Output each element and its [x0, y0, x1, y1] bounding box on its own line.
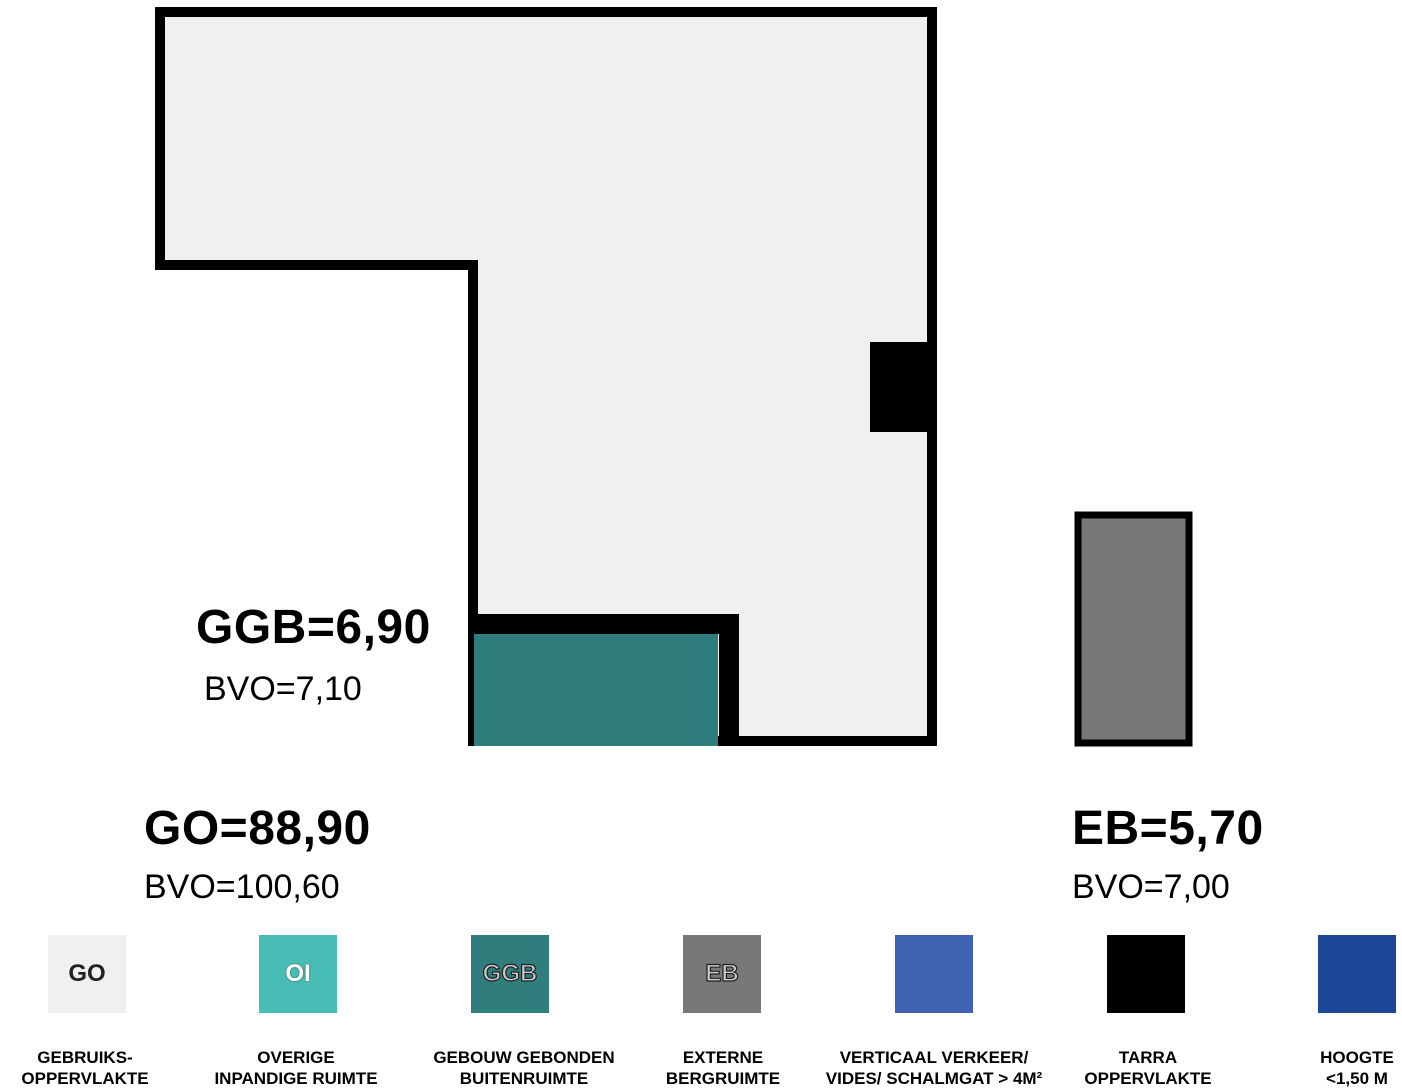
go-area-bvo: BVO=100,60 — [144, 870, 340, 904]
ggb-area-title: GGB=6,90 — [196, 604, 431, 652]
eb-storage-area — [1078, 515, 1189, 743]
legend-code-go: GO — [68, 960, 105, 988]
go-area-title: GO=88,90 — [144, 805, 371, 853]
tarra-block — [870, 342, 932, 432]
legend-code-ggb: GGB — [483, 960, 538, 988]
verkeer-swatch — [895, 935, 973, 1013]
legend-code-eb: EB — [705, 960, 738, 988]
oi-swatch: OI — [259, 935, 337, 1013]
eb-area-bvo: BVO=7,00 — [1072, 870, 1230, 904]
tarra-swatch — [1107, 935, 1185, 1013]
go-swatch: GO — [48, 935, 126, 1013]
legend-label-hoogte: HOOGTE <1,50 M — [1232, 1047, 1402, 1089]
ggb-swatch: GGB — [471, 935, 549, 1013]
legend-label-verkeer: VERTICAAL VERKEER/VIDES/ SCHALMGAT > 4M² — [809, 1047, 1059, 1089]
legend-code-oi: OI — [285, 960, 310, 988]
eb-swatch: EB — [683, 935, 761, 1013]
hoogte-swatch — [1318, 935, 1396, 1013]
ggb-area-bvo: BVO=7,10 — [204, 672, 362, 706]
legend-label-oi: OVERIGE INPANDIGE RUIMTE — [171, 1047, 421, 1089]
ggb-balcony-area — [474, 634, 718, 746]
eb-area-title: EB=5,70 — [1072, 805, 1264, 853]
